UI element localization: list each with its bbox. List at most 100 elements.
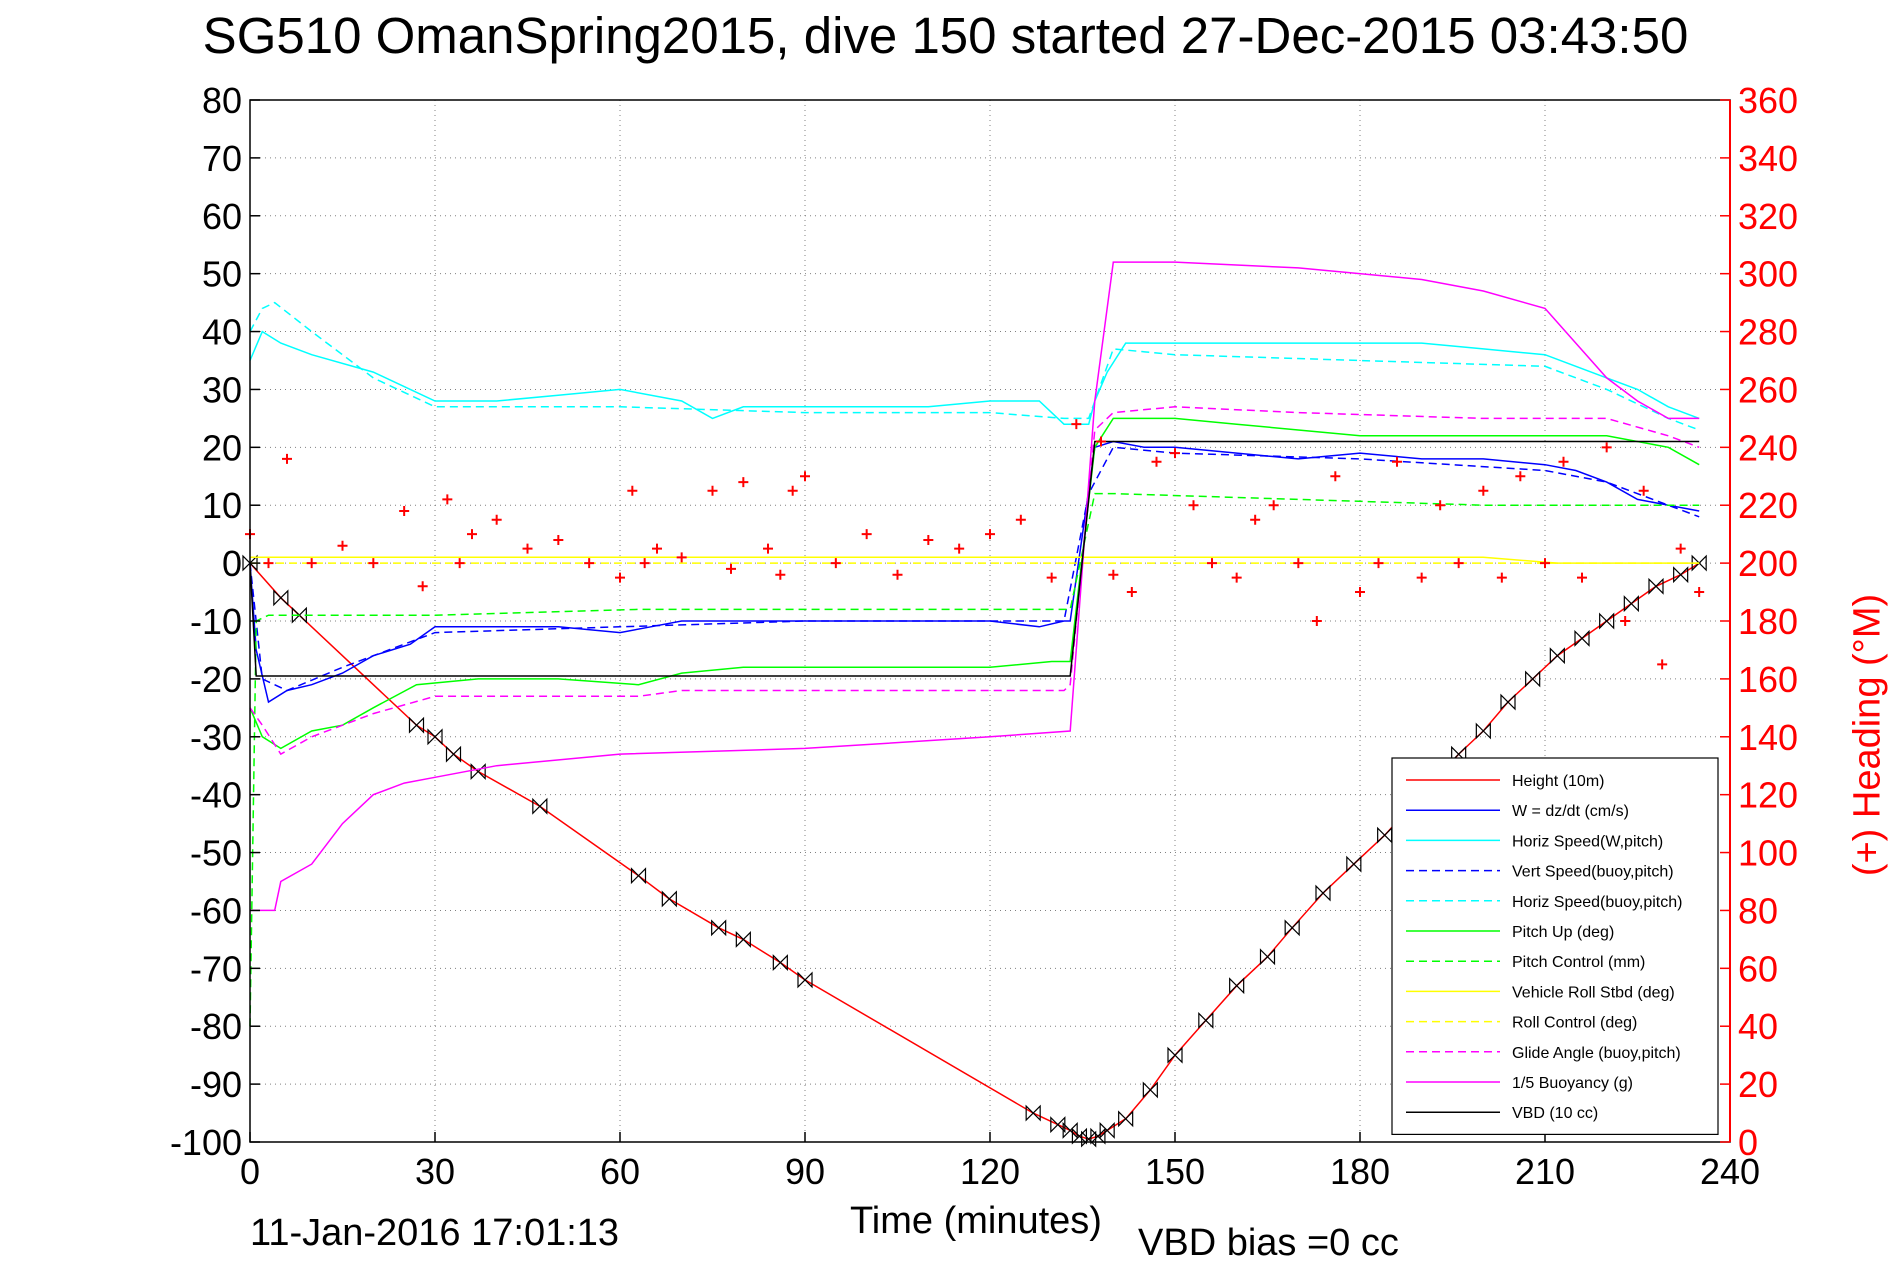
heading-marker xyxy=(763,543,773,554)
y-tick-label-13: -50 xyxy=(190,833,242,874)
series-horiz_w xyxy=(249,330,1700,425)
heading-marker xyxy=(1638,485,1649,496)
heading-marker xyxy=(775,569,786,580)
y2-tick-label-17: 20 xyxy=(1738,1064,1778,1105)
legend-label-horiz_w: Horiz Speed(W,pitch) xyxy=(1512,833,1663,850)
y-tick-label-15: -70 xyxy=(190,948,242,989)
x-tick-label-1: 30 xyxy=(415,1151,455,1192)
height-marker xyxy=(1090,1127,1106,1145)
y-tick-label-14: -60 xyxy=(190,890,242,931)
heading-marker xyxy=(985,529,995,540)
x-tick-label-8: 240 xyxy=(1700,1151,1760,1192)
legend-label-pitch_up: Pitch Up (deg) xyxy=(1512,924,1614,941)
y-tick-label-2: 60 xyxy=(202,196,242,237)
y-tick-label-5: 30 xyxy=(202,369,242,410)
height-marker xyxy=(1142,1081,1158,1099)
heading-marker xyxy=(1558,456,1569,467)
legend-label-roll: Vehicle Roll Stbd (deg) xyxy=(1512,984,1675,1001)
series-horiz_buoy xyxy=(249,301,1700,431)
heading-marker xyxy=(1311,616,1322,626)
heading-marker xyxy=(1577,572,1587,583)
heading-marker xyxy=(1355,587,1365,598)
height-marker xyxy=(1574,629,1590,647)
heading-marker xyxy=(368,558,379,569)
heading-marker xyxy=(1108,569,1119,580)
y-tick-label-6: 20 xyxy=(202,427,242,468)
legend: Height (10m) W = dz/dt (cm/s) Horiz Speed(… xyxy=(1391,757,1719,1135)
heading-marker xyxy=(1657,659,1668,670)
height-marker xyxy=(1451,745,1467,763)
heading-marker xyxy=(1694,587,1705,598)
heading-marker xyxy=(627,485,638,496)
height-marker xyxy=(1167,1046,1183,1064)
legend-box xyxy=(1391,757,1719,1135)
height-marker xyxy=(532,797,548,815)
heading-marker xyxy=(676,552,687,563)
heading-marker xyxy=(923,534,934,545)
heading-marker xyxy=(1373,558,1384,569)
height-marker xyxy=(1071,1127,1088,1145)
height-marker xyxy=(1525,670,1541,688)
y2-tick-label-14: 80 xyxy=(1738,890,1778,931)
heading-marker xyxy=(1675,543,1686,554)
heading-marker xyxy=(861,529,872,540)
y2-tick-label-7: 220 xyxy=(1738,485,1798,526)
y-tick-label-16: -80 xyxy=(190,1006,242,1047)
height-marker xyxy=(1673,566,1689,584)
x-tick-label-7: 210 xyxy=(1515,1151,1575,1192)
height-marker xyxy=(1229,977,1245,995)
heading-marker xyxy=(954,543,965,554)
series-heading xyxy=(245,419,1705,670)
y-tick-label-3: 50 xyxy=(202,254,242,295)
y2-axis-label: (+) Heading (°M) xyxy=(1846,593,1889,877)
heading-marker xyxy=(1046,572,1057,583)
heading-marker xyxy=(522,543,533,554)
series-vbd xyxy=(249,440,1700,677)
height-marker xyxy=(772,954,788,971)
heading-marker xyxy=(707,485,718,496)
heading-marker xyxy=(1330,471,1341,482)
x-tick-label-3: 90 xyxy=(785,1151,825,1192)
height-marker xyxy=(1549,647,1565,665)
heading-marker xyxy=(454,558,465,569)
heading-marker xyxy=(726,563,736,574)
series-vert_buoy xyxy=(249,446,1700,692)
legend-label-height: Height (10m) xyxy=(1512,773,1604,790)
heading-marker xyxy=(1268,500,1279,511)
series-pitch_up xyxy=(249,417,1700,750)
y2-tick-label-11: 140 xyxy=(1738,717,1798,758)
height-marker xyxy=(1025,1104,1041,1122)
heading-marker xyxy=(1207,558,1217,569)
legend-label-buoy: 1/5 Buoyancy (g) xyxy=(1512,1075,1633,1092)
y2-tick-label-0: 360 xyxy=(1738,80,1798,121)
legend-label-vert_buoy: Vert Speed(buoy,pitch) xyxy=(1512,864,1674,881)
series-roll xyxy=(250,556,1700,564)
heading-marker xyxy=(1250,514,1261,525)
y2-tick-label-13: 100 xyxy=(1738,833,1798,874)
y2-tick-label-8: 200 xyxy=(1738,543,1798,584)
heading-marker xyxy=(652,543,662,554)
heading-marker xyxy=(1293,558,1304,569)
heading-marker xyxy=(1170,448,1180,459)
heading-marker xyxy=(1392,456,1402,467)
heading-marker xyxy=(1151,456,1162,467)
heading-marker xyxy=(892,569,903,580)
height-marker xyxy=(273,589,289,607)
height-marker xyxy=(1346,855,1362,873)
series-buoy xyxy=(250,261,1700,912)
height-marker xyxy=(1500,693,1516,711)
heading-marker xyxy=(491,514,502,525)
timestamp-label: 11-Jan-2016 17:01:13 xyxy=(250,1212,620,1254)
y-tick-label-4: 40 xyxy=(202,312,242,353)
heading-marker xyxy=(1416,572,1427,583)
heading-marker xyxy=(1231,572,1242,583)
y2-tick-label-5: 260 xyxy=(1738,369,1798,410)
height-marker xyxy=(1691,554,1707,572)
heading-marker xyxy=(738,477,749,488)
chart-title: SG510 OmanSpring2015, dive 150 started 2… xyxy=(202,7,1689,64)
x-tick-label-2: 60 xyxy=(600,1151,640,1192)
heading-marker xyxy=(337,540,348,551)
heading-marker xyxy=(830,558,841,569)
heading-marker xyxy=(399,506,410,517)
